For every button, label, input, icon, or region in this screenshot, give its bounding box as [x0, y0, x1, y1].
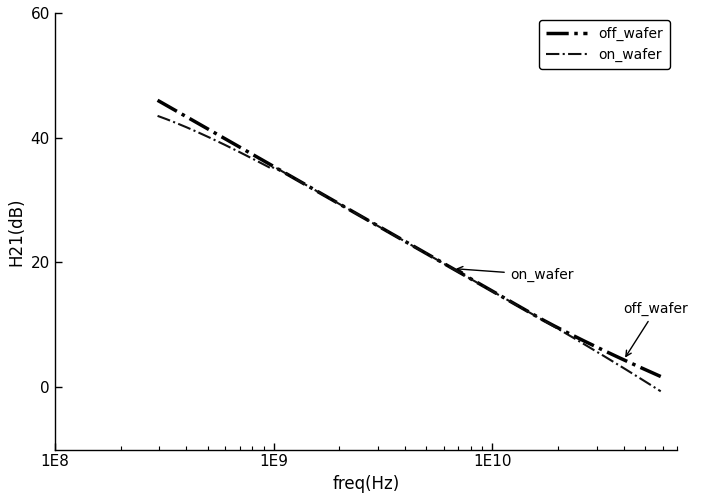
Text: off_wafer: off_wafer [623, 302, 688, 356]
on_wafer [153, 113, 161, 119]
off_wafer [352, 211, 361, 217]
on_wafer [519, 306, 527, 312]
on_wafer [470, 278, 478, 284]
off_wafer [317, 191, 326, 197]
on_wafer [317, 191, 326, 197]
off_wafer [656, 374, 665, 380]
off_wafer [519, 306, 527, 312]
on_wafer [352, 211, 361, 217]
X-axis label: freq(Hz): freq(Hz) [332, 475, 399, 493]
on_wafer [656, 388, 665, 394]
on_wafer [517, 304, 525, 310]
Legend: off_wafer, on_wafer: off_wafer, on_wafer [539, 20, 670, 69]
Y-axis label: H21(dB): H21(dB) [7, 197, 25, 266]
on_wafer [214, 138, 223, 144]
off_wafer [214, 132, 223, 138]
off_wafer [470, 278, 478, 284]
off_wafer [517, 304, 525, 310]
Text: on_wafer: on_wafer [457, 266, 574, 282]
Line: on_wafer: on_wafer [157, 116, 661, 392]
off_wafer [153, 98, 161, 103]
Line: off_wafer: off_wafer [157, 100, 661, 376]
